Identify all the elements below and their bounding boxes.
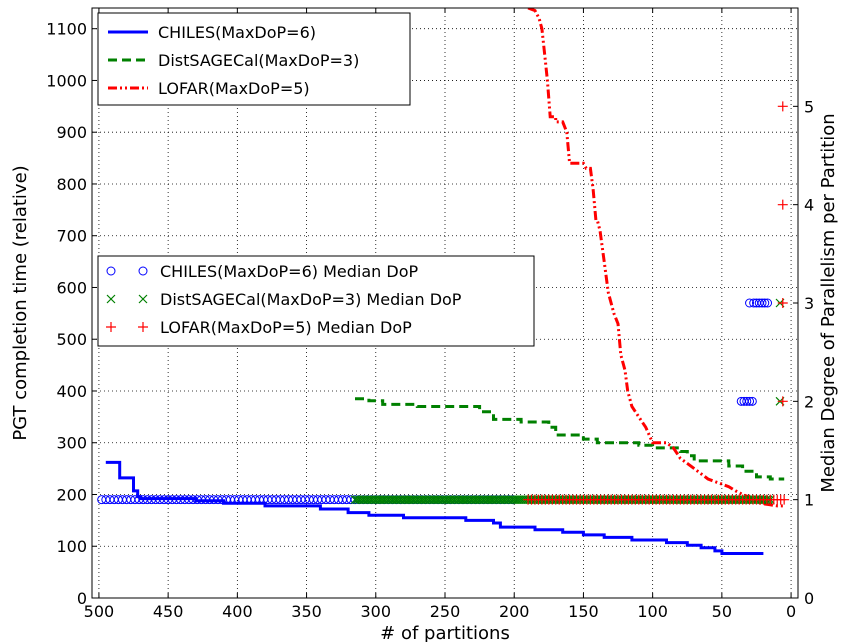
- y-tick-label: 1100: [46, 20, 87, 39]
- y2-tick-label: 4: [804, 196, 814, 215]
- y2-tick-label: 3: [804, 294, 814, 313]
- x-tick-label: 0: [786, 602, 796, 621]
- legend-lines: CHILES(MaxDoP=6) DistSAGECal(MaxDoP=3) L…: [98, 13, 410, 105]
- y-tick-label: 100: [56, 537, 87, 556]
- legend-label-lofar-dop: LOFAR(MaxDoP=5) Median DoP: [160, 318, 412, 337]
- dop-marker-2: [778, 200, 788, 210]
- y-tick-label: 700: [56, 227, 87, 246]
- legend-label-chiles: CHILES(MaxDoP=6): [158, 23, 316, 42]
- dop-marker-2: [778, 298, 788, 308]
- y-tick-label: 900: [56, 123, 87, 142]
- y2-tick-label: 2: [804, 392, 814, 411]
- y-tick-label: 600: [56, 278, 87, 297]
- series-line-2: [528, 8, 784, 506]
- legend-markers: CHILES(MaxDoP=6) Median DoP DistSAGECal(…: [98, 256, 534, 346]
- series-line-1: [355, 399, 784, 479]
- dop-marker-2: [778, 396, 788, 406]
- x-tick-label: 500: [84, 602, 115, 621]
- dop-marker-2: [778, 101, 788, 111]
- x-tick-label: 200: [499, 602, 530, 621]
- x-tick-label: 350: [291, 602, 322, 621]
- legend-label-distsagecal-dop: DistSAGECal(MaxDoP=3) Median DoP: [160, 290, 462, 309]
- y-tick-label: 1000: [46, 71, 87, 90]
- y2-tick-label: 5: [804, 97, 814, 116]
- y2-tick-label: 1: [804, 491, 814, 510]
- y-tick-label: 200: [56, 485, 87, 504]
- x-axis-label: # of partitions: [380, 623, 510, 642]
- y-tick-label: 800: [56, 175, 87, 194]
- legend-label-distsagecal: DistSAGECal(MaxDoP=3): [158, 51, 359, 70]
- y-tick-label: 500: [56, 330, 87, 349]
- y2-tick-label: 0: [804, 589, 814, 608]
- legend-label-chiles-dop: CHILES(MaxDoP=6) Median DoP: [160, 262, 418, 281]
- y-axis-label: PGT completion time (relative): [10, 165, 31, 440]
- x-tick-label: 400: [222, 602, 253, 621]
- x-tick-label: 300: [361, 602, 392, 621]
- y-tick-label: 300: [56, 434, 87, 453]
- series-line-0: [106, 462, 764, 553]
- x-tick-label: 150: [568, 602, 599, 621]
- y-tick-label: 400: [56, 382, 87, 401]
- x-tick-label: 450: [153, 602, 184, 621]
- x-tick-label: 250: [430, 602, 461, 621]
- x-tick-label: 50: [712, 602, 732, 621]
- y-tick-label: 0: [77, 589, 87, 608]
- y2-axis-label: Median Degree of Parallelism per Partiti…: [818, 113, 839, 492]
- x-tick-label: 100: [637, 602, 668, 621]
- legend-label-lofar: LOFAR(MaxDoP=5): [158, 79, 310, 98]
